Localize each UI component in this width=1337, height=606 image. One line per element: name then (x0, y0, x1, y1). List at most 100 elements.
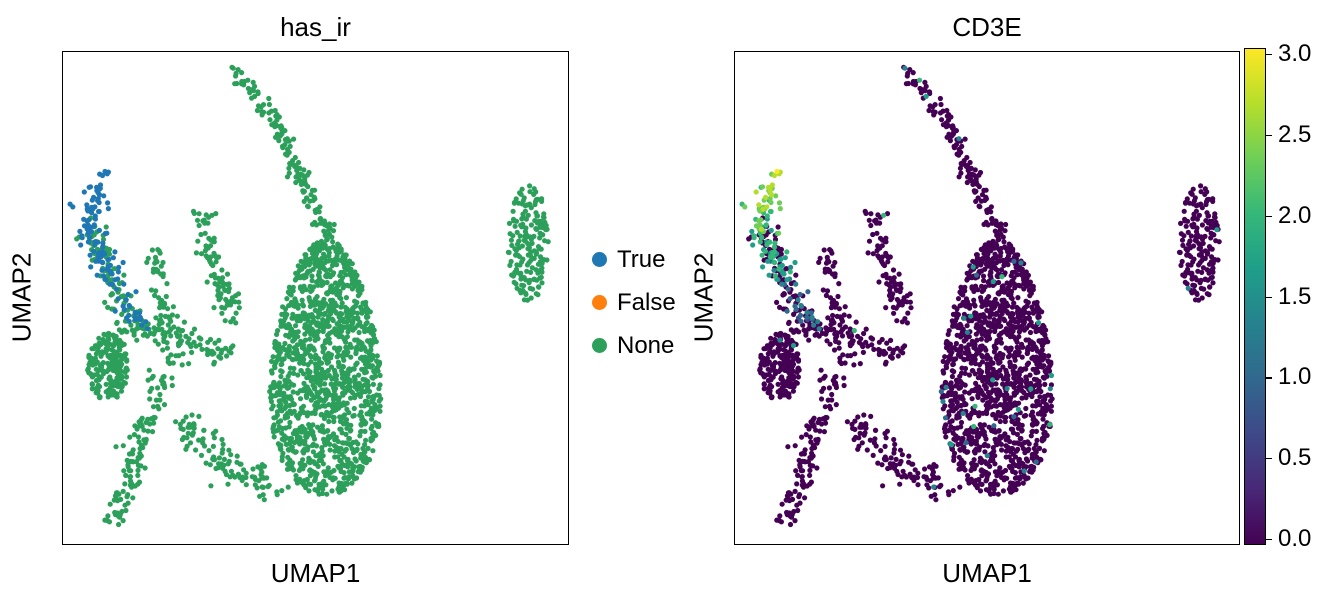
scatter-point (361, 449, 367, 455)
scatter-point (868, 335, 874, 341)
scatter-point (894, 318, 900, 324)
scatter-point (956, 454, 962, 460)
scatter-point (944, 339, 951, 345)
scatter-point (866, 238, 873, 244)
scatter-point (880, 273, 886, 279)
scatter-point (801, 327, 807, 333)
scatter-point (860, 349, 867, 355)
scatter-point (321, 429, 327, 435)
scatter-point (112, 493, 119, 499)
scatter-point (230, 343, 236, 349)
scatter-point (1045, 392, 1051, 398)
scatter-point (787, 372, 794, 378)
scatter-point (308, 354, 314, 360)
scatter-point (1008, 289, 1015, 295)
scatter-point (308, 192, 314, 198)
scatter-point (1002, 400, 1008, 406)
scatter-point (234, 453, 240, 459)
scatter-point (957, 484, 963, 490)
scatter-point (322, 440, 328, 446)
scatter-point (349, 277, 355, 283)
scatter-point (120, 259, 126, 266)
scatter-point (1001, 259, 1008, 265)
scatter-point (967, 353, 973, 359)
scatter-point (136, 439, 142, 445)
scatter-point (976, 184, 982, 190)
scatter-point (295, 372, 301, 378)
scatter-point (894, 287, 900, 293)
scatter-point (519, 243, 526, 249)
scatter-point (1213, 222, 1220, 228)
scatter-point (799, 474, 805, 480)
scatter-point (865, 343, 871, 349)
scatter-point (178, 328, 184, 334)
scatter-point (287, 365, 293, 371)
scatter-point (309, 319, 315, 325)
scatter-point (512, 223, 518, 229)
scatter-point (958, 170, 964, 176)
scatter-point (948, 345, 954, 351)
scatter-point (157, 391, 163, 398)
scatter-point (306, 262, 312, 268)
scatter-point (341, 349, 347, 356)
scatter-point (293, 477, 299, 483)
scatter-point (311, 347, 317, 353)
scatter-point (140, 445, 146, 451)
scatter-point (286, 165, 292, 171)
scatter-point (972, 463, 978, 470)
scatter-point (312, 471, 318, 477)
scatter-point (112, 509, 118, 516)
scatter-point (259, 112, 265, 118)
scatter-point (352, 380, 358, 386)
scatter-point (538, 274, 544, 280)
scatter-point (252, 482, 258, 488)
scatter-point (74, 236, 80, 242)
scatter-point (198, 452, 205, 458)
scatter-point (324, 236, 330, 242)
scatter-point (523, 290, 529, 296)
scatter-point (149, 247, 155, 253)
colorbar-cd3e (1244, 48, 1266, 545)
scatter-point (982, 197, 988, 203)
scatter-point (362, 398, 368, 404)
scatter-point (847, 340, 853, 346)
scatter-point (268, 384, 274, 390)
scatter-point (152, 254, 159, 260)
scatter-point (348, 395, 354, 401)
scatter-point (210, 443, 216, 449)
scatter-point (1002, 376, 1008, 382)
scatter-point (985, 255, 991, 261)
scatter-point (531, 186, 537, 192)
scatter-point (518, 270, 524, 276)
scatter-point (905, 80, 912, 87)
scatter-point (92, 242, 98, 248)
scatter-point (841, 375, 847, 381)
scatter-point (250, 79, 256, 85)
scatter-point (98, 353, 104, 359)
scatter-point (988, 359, 994, 365)
colorbar-tick-label: 0.0 (1278, 525, 1312, 552)
scatter-point (998, 474, 1005, 480)
scatter-point (945, 117, 952, 123)
scatter-point (146, 367, 152, 373)
scatter-point (350, 327, 356, 333)
scatter-point (1198, 183, 1204, 189)
scatter-point (105, 387, 111, 394)
scatter-point (342, 462, 348, 469)
scatter-point (158, 312, 164, 319)
scatter-point (962, 430, 968, 437)
scatter-point (97, 182, 104, 188)
scatter-point (285, 138, 291, 144)
scatter-point (988, 270, 994, 276)
scatter-point (358, 422, 364, 428)
scatter-point (135, 467, 141, 473)
scatter-point (878, 448, 884, 454)
scatter-point (356, 329, 362, 336)
scatter-point (988, 404, 994, 410)
scatter-point (950, 361, 957, 367)
scatter-point (301, 356, 307, 363)
scatter-point (991, 243, 998, 249)
scatter-point (275, 427, 281, 433)
scatter-point (522, 208, 529, 214)
scatter-point (259, 462, 265, 468)
